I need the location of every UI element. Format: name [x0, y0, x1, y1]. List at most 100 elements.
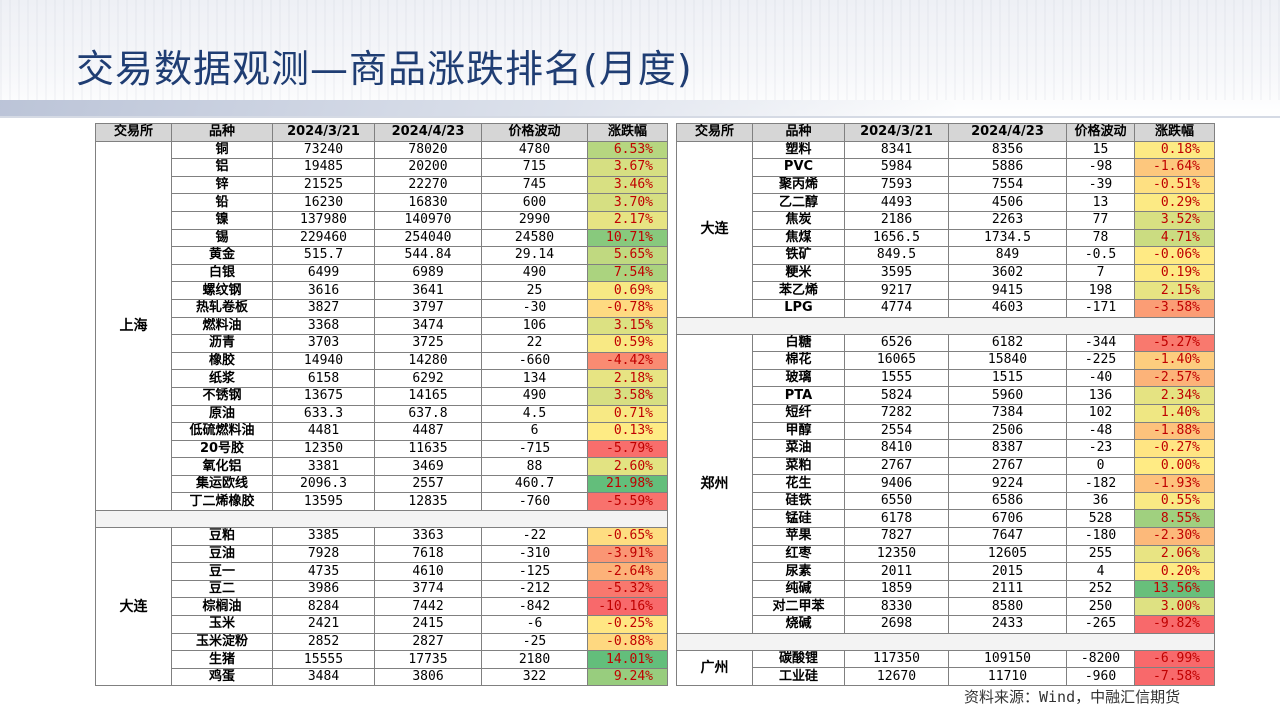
price-date2-cell: 12835	[374, 492, 482, 512]
price-date1-cell: 8410	[844, 439, 949, 458]
price-date1-cell: 633.3	[272, 404, 375, 424]
change-cell: 2.34%	[1134, 386, 1215, 405]
table-row: 郑州 白糖 6526 6182 -344 -5.27%	[676, 333, 1215, 634]
price-date2-cell: 3469	[374, 457, 482, 476]
price-date2-cell: 14165	[374, 386, 482, 406]
price-date1-cell: 12350	[844, 544, 949, 564]
table-row: 玉米 2421 2415 -6 -0.25%	[96, 615, 668, 634]
price-date2-cell: 11710	[948, 667, 1067, 686]
variety-cell: 碳酸锂	[752, 649, 845, 669]
price-diff-cell: -98	[1066, 158, 1135, 177]
price-date2-cell: 544.84	[374, 246, 482, 265]
left-commodity-table: 交易所 品种 2024/3/21 2024/4/23 价格波动 涨跌幅 上海铜 73240 78…	[95, 123, 668, 687]
change-cell: 3.58%	[587, 386, 668, 406]
table-row: 燃料油 3368 3474 106 3.15%	[96, 316, 668, 336]
price-date1-cell: 4774	[844, 298, 949, 318]
price-diff-cell: 106	[481, 316, 588, 336]
separator-row	[676, 632, 1215, 651]
price-date1-cell: 14940	[272, 351, 375, 371]
change-cell: 2.06%	[1134, 544, 1215, 564]
price-diff-cell: -0.5	[1066, 246, 1135, 265]
table-row: 豆油 7928 7618 -310 -3.91%	[96, 544, 668, 564]
price-date2-cell: 4610	[374, 562, 482, 581]
price-diff-cell: -22	[481, 527, 588, 546]
price-date2-cell: 2506	[948, 421, 1067, 441]
variety-cell: 橡胶	[171, 351, 273, 371]
table-row: 低硫燃料油 4481 4487 6 0.13%	[96, 422, 668, 441]
banner-divider	[0, 116, 1280, 118]
change-cell: 2.17%	[587, 210, 668, 230]
variety-cell: 玉米	[171, 615, 273, 634]
price-date1-cell: 515.7	[272, 246, 375, 265]
price-date2-cell: 6182	[948, 333, 1067, 353]
price-diff-cell: -6	[481, 615, 588, 634]
exchange-cell: 上海	[95, 140, 172, 512]
price-date2-cell: 4506	[948, 193, 1067, 212]
price-diff-cell: 255	[1066, 544, 1135, 564]
table-row: PVC 5984 5886 -98 -1.64%	[677, 158, 1215, 177]
change-cell: 0.20%	[1134, 562, 1215, 581]
price-diff-cell: -39	[1066, 175, 1135, 195]
table-row: 铅 16230 16830 600 3.70%	[96, 193, 668, 212]
price-diff-cell: -8200	[1066, 649, 1135, 669]
price-date1-cell: 6178	[844, 509, 949, 529]
price-date2-cell: 7384	[948, 403, 1067, 423]
table-row: 大连 豆粕 3385 3363 -22 -0.65%	[95, 527, 668, 687]
price-date2-cell: 6586	[948, 491, 1067, 511]
price-diff-cell: -265	[1066, 615, 1135, 634]
price-date1-cell: 3595	[844, 263, 949, 283]
price-date1-cell: 3484	[272, 667, 375, 687]
change-cell: -0.06%	[1134, 246, 1215, 265]
table-row: 氧化铝 3381 3469 88 2.60%	[96, 457, 668, 476]
price-diff-cell: 22	[481, 334, 588, 353]
price-date2-cell: 8580	[948, 597, 1067, 617]
variety-cell: 菜粕	[752, 456, 845, 476]
table-row: 甲醇 2554 2506 -48 -1.88%	[677, 421, 1215, 441]
price-date1-cell: 13595	[272, 492, 375, 512]
change-cell: 14.01%	[587, 650, 668, 669]
price-diff-cell: 460.7	[481, 474, 588, 494]
price-diff-cell: 322	[481, 667, 588, 687]
variety-cell: 工业硅	[752, 667, 845, 686]
table-row: 不锈钢 13675 14165 490 3.58%	[96, 386, 668, 406]
price-date2-cell: 1734.5	[948, 228, 1067, 248]
change-cell: -4.42%	[587, 351, 668, 371]
table-row: 纯碱 1859 2111 252 13.56%	[677, 579, 1215, 599]
price-diff-cell: -715	[481, 439, 588, 459]
change-cell: 6.53%	[587, 140, 668, 160]
price-date2-cell: 9224	[948, 474, 1067, 493]
header-variety: 品种	[171, 123, 273, 142]
variety-cell: 铜	[171, 140, 273, 160]
price-diff-cell: -310	[481, 544, 588, 564]
price-date1-cell: 2767	[844, 456, 949, 476]
price-date1-cell: 3703	[272, 334, 375, 353]
table-row: 黄金 515.7 544.84 29.14 5.65%	[96, 246, 668, 265]
change-cell: -5.59%	[587, 492, 668, 512]
variety-cell: 鸡蛋	[171, 667, 273, 687]
price-date2-cell: 3474	[374, 316, 482, 336]
price-diff-cell: 25	[481, 281, 588, 300]
table-row: 锡 229460 254040 24580 10.71%	[96, 228, 668, 248]
change-cell: 4.71%	[1134, 228, 1215, 248]
variety-cell: 尿素	[752, 562, 845, 581]
variety-cell: 螺纹钢	[171, 281, 273, 300]
table-row: 锌 21525 22270 745 3.46%	[96, 175, 668, 195]
variety-cell: 白糖	[752, 333, 845, 353]
price-diff-cell: 490	[481, 386, 588, 406]
table-row: 硅铁 6550 6586 36 0.55%	[677, 491, 1215, 511]
price-date1-cell: 19485	[272, 158, 375, 177]
price-diff-cell: 78	[1066, 228, 1135, 248]
change-cell: -2.64%	[587, 562, 668, 581]
price-date1-cell: 12670	[844, 667, 949, 686]
header-variety: 品种	[752, 123, 845, 142]
price-date2-cell: 6989	[374, 263, 482, 283]
variety-cell: 燃料油	[171, 316, 273, 336]
price-date1-cell: 6550	[844, 491, 949, 511]
table-row: 菜油 8410 8387 -23 -0.27%	[677, 439, 1215, 458]
table-row: 原油 633.3 637.8 4.5 0.71%	[96, 404, 668, 424]
header-date1: 2024/3/21	[272, 123, 375, 142]
price-date1-cell: 12350	[272, 439, 375, 459]
variety-cell: LPG	[752, 298, 845, 318]
variety-cell: 棉花	[752, 351, 845, 370]
price-date2-cell: 20200	[374, 158, 482, 177]
